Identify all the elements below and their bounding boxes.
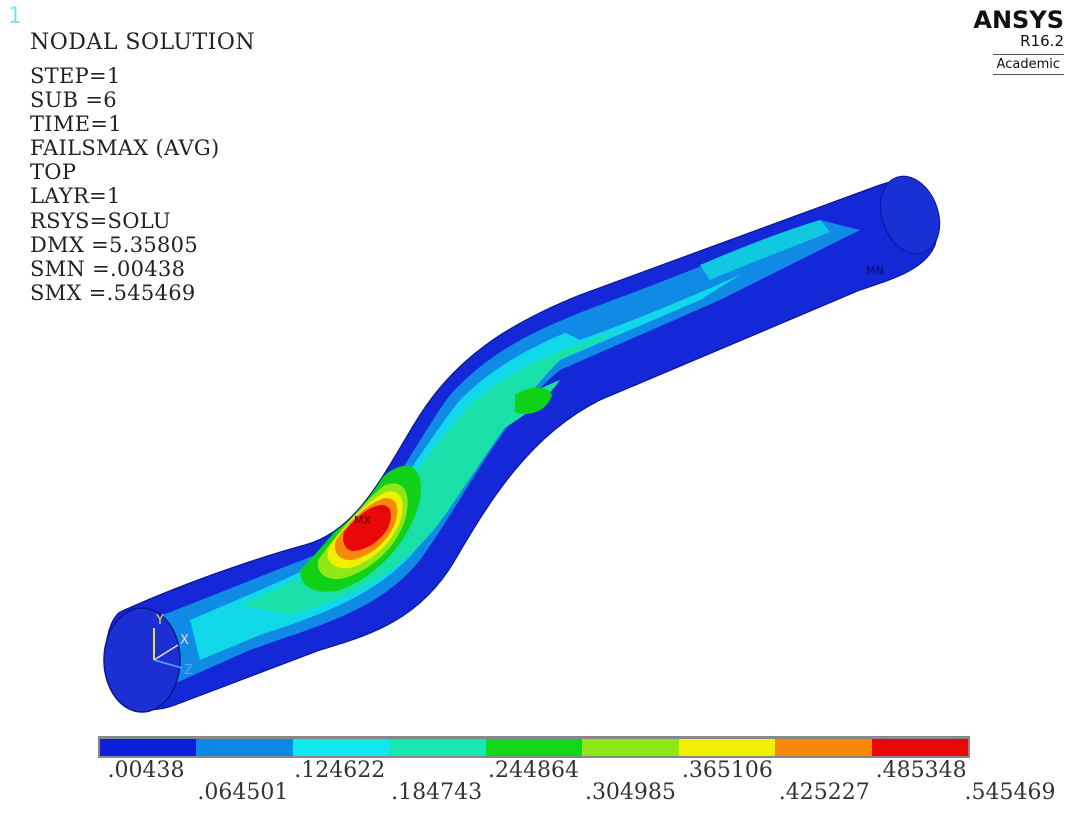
triad-x-axis [153, 644, 179, 661]
ansys-logo: ANSYS R16.2 Academic [973, 6, 1064, 75]
info-layer: LAYR=1 [30, 184, 121, 209]
triad-x-label: X [180, 633, 189, 648]
legend-value-0: .00438 [107, 758, 185, 783]
info-rsys: RSYS=SOLU [30, 208, 171, 233]
info-time: TIME=1 [30, 112, 122, 137]
contour-legend: .00438 .064501.124622.184743.244864.30498… [98, 736, 1056, 828]
legend-swatch-3 [389, 739, 486, 756]
legend-swatch-4 [485, 739, 583, 756]
legend-swatch-6 [678, 739, 776, 756]
solution-title: NODAL SOLUTION [30, 30, 256, 55]
triad-z-label: Z [184, 663, 193, 678]
legend-value-6: .365106 [681, 758, 773, 783]
legend-swatch-8 [871, 739, 968, 756]
info-step: STEP=1 [30, 64, 121, 88]
coordinate-triad: Y X Z [153, 613, 193, 678]
legend-swatch-1 [196, 739, 293, 756]
legend-value-4: .244864 [488, 758, 580, 783]
pipe-open-end [103, 607, 181, 713]
legend-swatch-0 [100, 739, 197, 756]
min-marker: MN [866, 264, 884, 277]
solution-info-block: STEP=1 SUB =6 TIME=1 FAILSMAX (AVG) TOP … [30, 64, 219, 305]
legend-color-bar [98, 736, 970, 758]
legend-value-9: .545469 [964, 780, 1056, 805]
info-position: TOP [30, 160, 77, 185]
max-marker: MX [354, 514, 371, 527]
legend-value-3: .184743 [391, 780, 483, 805]
model-viewport[interactable]: MX MN Y X Z [0, 0, 1072, 730]
brand-edition: Academic [992, 54, 1064, 75]
triad-y-label: Y [155, 613, 164, 628]
brand-name: ANSYS [973, 6, 1064, 34]
info-result-item: FAILSMAX (AVG) [30, 136, 220, 161]
info-smx: SMX =.545469 [30, 280, 196, 305]
legend-swatch-5 [582, 739, 679, 756]
legend-value-1: .064501 [197, 780, 289, 805]
pipe-far-end [879, 175, 941, 255]
legend-value-2: .124622 [294, 758, 386, 783]
pipe-outline [103, 181, 938, 711]
window-number: 1 [8, 4, 22, 29]
brand-version: R16.2 [1020, 32, 1064, 50]
legend-value-8: .485348 [875, 758, 967, 783]
info-smn: SMN =.00438 [30, 256, 186, 281]
triad-z-axis [153, 659, 183, 669]
legend-swatch-7 [775, 739, 872, 756]
legend-value-7: .425227 [778, 780, 870, 805]
info-dmx: DMX =5.35805 [30, 232, 199, 257]
info-sub: SUB =6 [30, 88, 117, 113]
legend-value-labels: .00438 .064501.124622.184743.244864.30498… [98, 758, 1056, 828]
legend-value-5: .304985 [584, 780, 676, 805]
legend-swatch-2 [292, 739, 390, 756]
